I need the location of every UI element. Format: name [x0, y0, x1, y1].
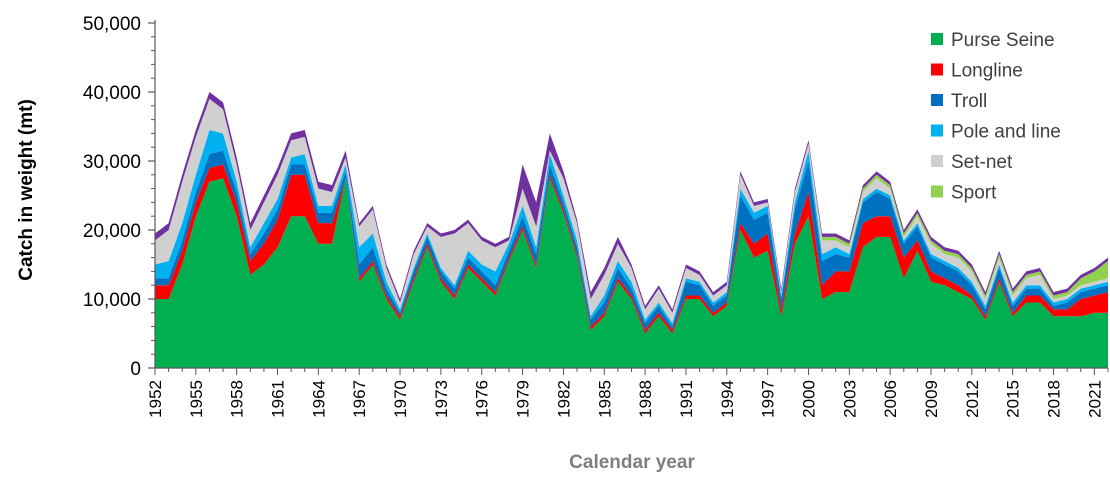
x-tick-label: 2009 — [922, 380, 941, 418]
x-tick-label: 1958 — [228, 380, 247, 418]
legend-label-sport: Sport — [951, 183, 997, 204]
legend-label-pole-and-line: Pole and line — [951, 122, 1061, 143]
legend-label-purse-seine: Purse Seine — [951, 30, 1055, 51]
area-pole-and-line — [155, 129, 1108, 327]
x-tick-label: 2021 — [1085, 380, 1104, 418]
y-axis-label: Catch in weight (mt) — [16, 99, 37, 281]
y-tick-label: 50,000 — [83, 14, 141, 35]
x-tick-label: 1964 — [309, 380, 328, 418]
y-tick-label: 40,000 — [83, 83, 141, 104]
x-tick-label: 2012 — [963, 380, 982, 418]
area-purse-seine — [155, 178, 1108, 368]
x-axis-label: Calendar year — [569, 452, 695, 473]
y-tick-label: 30,000 — [83, 152, 141, 173]
x-tick-label: 1982 — [554, 380, 573, 418]
x-tick-label: 1976 — [473, 380, 492, 418]
x-tick-label: 2006 — [881, 380, 900, 418]
legend-label-set-net: Set-net — [951, 152, 1013, 173]
legend-swatch-purse-seine — [931, 33, 943, 45]
area-series-7 — [155, 92, 1108, 313]
legend-label-longline: Longline — [951, 61, 1023, 82]
x-tick-label: 2003 — [840, 380, 859, 418]
area-set-net — [155, 98, 1108, 324]
x-tick-label: 1985 — [595, 380, 614, 418]
legend: Purse Seine Longline Troll Pole and line Set… — [931, 30, 1061, 204]
legend-swatch-set-net — [931, 155, 943, 167]
legend-swatch-troll — [931, 94, 943, 106]
x-tick-label: 1979 — [514, 380, 533, 418]
x-tick-label: 2015 — [1004, 380, 1023, 418]
x-tick-label: 1988 — [636, 380, 655, 418]
legend-label-troll: Troll — [951, 91, 987, 112]
area-series-group — [155, 92, 1108, 368]
x-tick-label: 1997 — [759, 380, 778, 418]
y-tick-label: 20,000 — [83, 221, 141, 242]
tick-labels-group: 0 10,000 20,000 30,000 40,000 50,000 1952 1955 1… — [83, 14, 1105, 418]
area-troll — [155, 150, 1108, 331]
x-tick-label: 1952 — [146, 380, 165, 418]
axes-group — [148, 20, 1109, 375]
x-tick-label: 1967 — [350, 380, 369, 418]
x-tick-label: 1991 — [677, 380, 696, 418]
x-tick-label: 1994 — [718, 380, 737, 418]
legend-swatch-pole-and-line — [931, 124, 943, 137]
x-tick-label: 1955 — [187, 380, 206, 418]
y-tick-label: 0 — [130, 359, 141, 380]
x-tick-label: 1973 — [432, 380, 451, 418]
y-tick-label: 10,000 — [83, 290, 141, 311]
legend-swatch-sport — [931, 185, 943, 198]
x-tick-label: 2000 — [799, 380, 818, 418]
legend-swatch-longline — [931, 63, 943, 76]
x-tick-label: 1961 — [269, 380, 288, 418]
x-tick-label: 1970 — [391, 380, 410, 418]
area-longline — [155, 164, 1108, 334]
x-tick-label: 2018 — [1045, 380, 1064, 418]
